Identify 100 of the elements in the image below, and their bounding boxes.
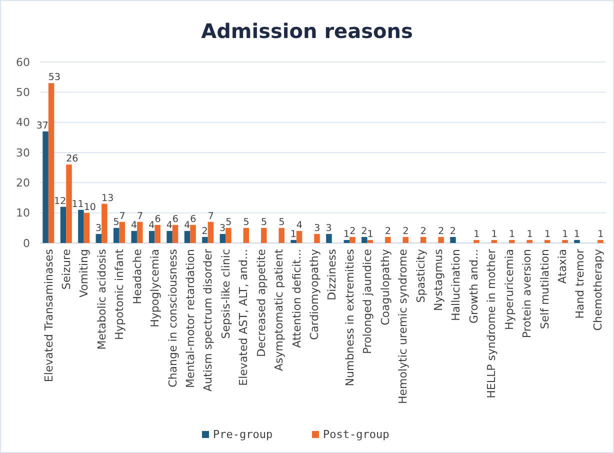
x-tick-label: Chemotherapy <box>591 248 604 331</box>
bar <box>96 234 102 243</box>
bar <box>544 240 550 243</box>
x-tick-label: Prolonged jaundice <box>361 248 374 354</box>
data-label: 1 <box>544 228 550 240</box>
bar <box>344 240 350 243</box>
x-tick-label: Asymptomatic patient <box>272 248 286 372</box>
bar <box>474 240 480 243</box>
bar <box>208 222 214 243</box>
data-label: 5 <box>226 216 232 228</box>
data-label: 7 <box>119 210 126 222</box>
data-label: 5 <box>243 216 250 228</box>
bar <box>119 222 126 243</box>
y-tick-label: 60 <box>16 56 30 69</box>
bar <box>220 234 226 243</box>
x-tick-label: Hallucination <box>450 248 463 321</box>
x-tick-label: Metabolic acidosis <box>95 248 108 350</box>
data-label: 2 <box>450 226 456 237</box>
x-tick-label: Decreased appetite <box>254 248 268 357</box>
x-tick-label: Seizure <box>60 248 73 290</box>
bar <box>131 230 137 243</box>
bar <box>385 236 391 243</box>
x-tick-label: Elevated Transaminases <box>42 248 56 382</box>
bar <box>326 234 332 243</box>
data-label: 3 <box>314 222 320 234</box>
bar <box>42 131 48 243</box>
bar <box>60 206 66 243</box>
y-tick-label: 20 <box>16 176 30 190</box>
x-tick-label: Cardiomyopathy <box>308 248 321 340</box>
data-label: 7 <box>208 210 214 222</box>
data-label: 6 <box>172 214 178 225</box>
x-tick-label: Vomiting <box>78 249 91 298</box>
y-tick-label: 10 <box>16 206 30 220</box>
bar <box>148 230 155 243</box>
data-label: 11 <box>72 198 84 210</box>
x-tick-label: Hypoglycemia <box>148 249 162 328</box>
bar <box>296 230 302 243</box>
x-tick-label: Nystagmus <box>432 248 445 311</box>
data-label: 1 <box>290 228 296 240</box>
bar <box>367 240 374 243</box>
x-tick-label: Sepsis-like clinic <box>219 249 232 339</box>
data-label: 3 <box>326 222 332 234</box>
data-label: 3 <box>96 222 102 234</box>
bar <box>202 236 208 243</box>
data-label: 1 <box>367 228 374 240</box>
data-label: 1 <box>509 228 516 240</box>
bar <box>278 228 284 243</box>
data-label: 1 <box>598 228 604 240</box>
bar <box>226 228 232 243</box>
bar <box>102 204 108 243</box>
data-label: 5 <box>278 216 285 228</box>
x-tick-label: Ataxia <box>556 249 570 284</box>
legend-label: Pre-group <box>213 428 273 442</box>
bar <box>184 230 190 243</box>
x-tick-label: Self mutilation <box>538 248 552 330</box>
x-tick-label: Autism spectrum disorder <box>202 248 215 392</box>
data-label: 6 <box>154 214 161 225</box>
data-label: 13 <box>102 192 114 204</box>
data-label: 1 <box>344 228 350 240</box>
bar <box>66 164 72 243</box>
bar <box>420 236 426 243</box>
data-label: 4 <box>184 220 190 231</box>
legend-label: Post-group <box>323 428 390 442</box>
bar <box>166 230 172 243</box>
x-tick-label: Hypotonic infant <box>113 248 126 340</box>
data-label: 5 <box>113 216 120 228</box>
data-label: 1 <box>491 228 498 240</box>
x-tick-label: Headache <box>130 248 144 304</box>
bar <box>450 236 456 243</box>
bar <box>314 234 320 243</box>
bar <box>290 240 296 243</box>
y-tick-label: 0 <box>23 236 30 250</box>
data-label: 6 <box>190 214 196 225</box>
x-tick-label: Mental-motor retardation <box>184 248 197 388</box>
data-label: 12 <box>54 196 66 207</box>
data-label: 26 <box>66 154 78 165</box>
data-label: 2 <box>438 226 444 237</box>
data-label: 1 <box>574 228 580 240</box>
y-tick-label: 40 <box>16 116 30 130</box>
bar <box>136 222 143 243</box>
chart-title: Admission reasons <box>201 19 413 43</box>
data-label: 1 <box>526 228 533 240</box>
data-label: 3 <box>220 222 226 234</box>
data-label: 4 <box>130 220 137 231</box>
x-tick-label: Dizziness <box>326 248 339 300</box>
data-label: 2 <box>420 226 426 237</box>
x-tick-label: Protein aversion <box>520 248 534 338</box>
y-tick-label: 50 <box>16 86 30 100</box>
data-label: 5 <box>260 216 268 228</box>
bar <box>574 240 580 243</box>
bar <box>350 236 356 243</box>
x-tick-label: Change in consciousness <box>166 248 180 388</box>
bar <box>190 224 196 243</box>
data-label: 2 <box>361 226 368 237</box>
x-tick-label: Attention deficit... <box>290 249 304 348</box>
bar <box>154 224 160 243</box>
data-label: 53 <box>48 72 61 84</box>
x-tick-label: Coagulopathy <box>378 248 392 326</box>
bar <box>509 240 515 243</box>
bar <box>114 228 120 243</box>
